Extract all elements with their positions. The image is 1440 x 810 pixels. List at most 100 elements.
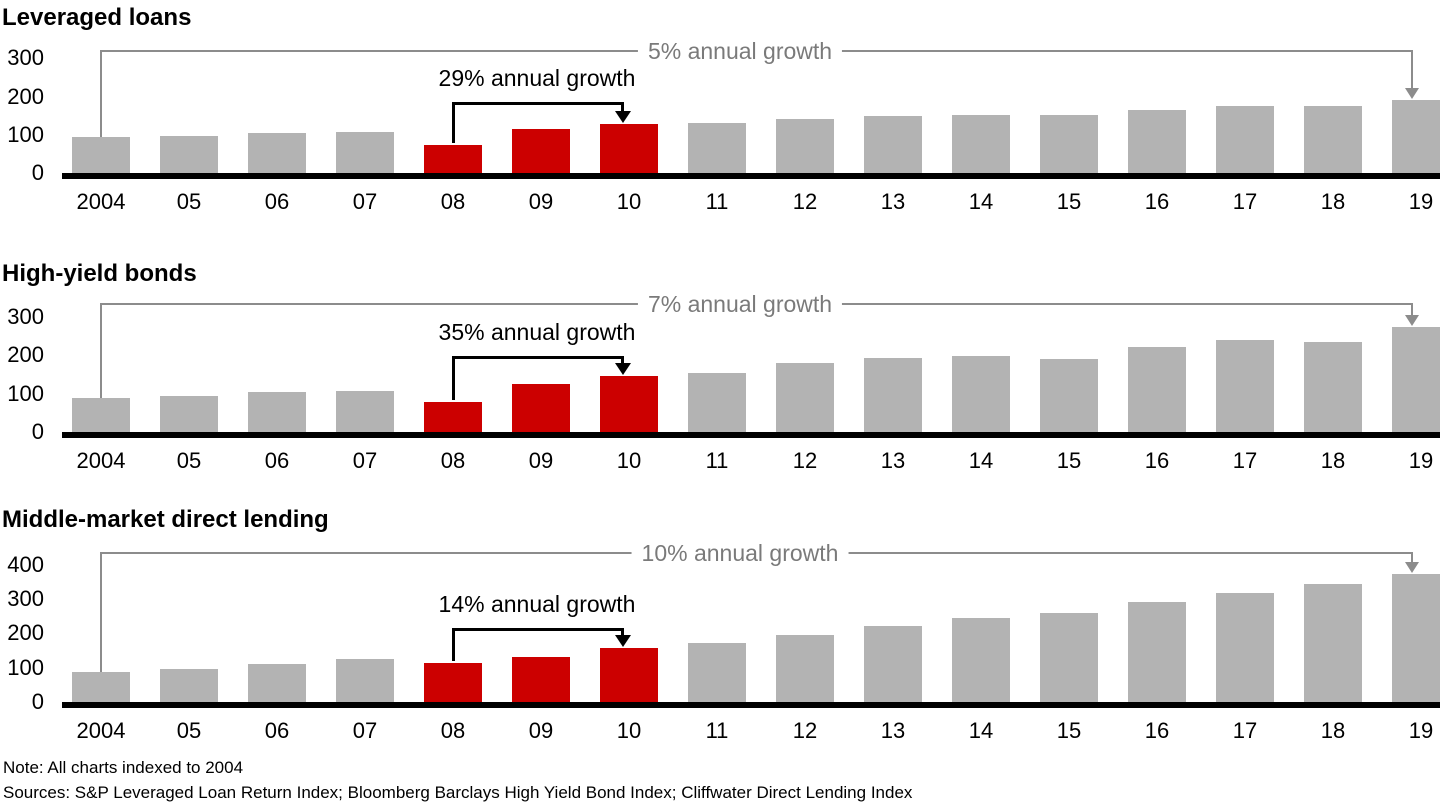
x-axis-tick-label: 19	[1408, 718, 1434, 743]
growth-annotation-arrow-line	[1411, 50, 1413, 89]
growth-annotation-arrow-line	[1411, 552, 1413, 564]
bar	[1040, 115, 1098, 173]
chart-title: Leveraged loans	[2, 4, 192, 31]
bar	[1128, 346, 1186, 432]
x-axis-line	[62, 432, 1440, 438]
bar	[864, 625, 922, 702]
bar	[952, 617, 1010, 702]
bar	[336, 659, 394, 702]
bar	[160, 135, 218, 173]
x-axis-tick-label: 2004	[76, 189, 126, 214]
highlight-growth-label: 35% annual growth	[438, 319, 636, 345]
x-axis-tick-label: 07	[352, 189, 378, 214]
overall-growth-label: 10% annual growth	[631, 539, 849, 567]
bar	[952, 356, 1010, 432]
bar-highlighted	[424, 402, 482, 432]
x-axis-tick-label: 05	[176, 448, 202, 473]
x-axis-tick-label: 05	[176, 718, 202, 743]
chart-middle-market-direct-lending: Middle-market direct lending 0 100 200 300 4…	[0, 495, 1440, 745]
growth-annotation-arrow-line	[1411, 303, 1413, 317]
x-axis-tick-label: 08	[440, 718, 466, 743]
x-axis-tick-label: 12	[792, 189, 818, 214]
y-axis-tick-label: 0	[31, 160, 44, 185]
chart-leveraged-loans: Leveraged loans 0 100 200 300 2004 05 06 07 08 09…	[0, 0, 1440, 255]
x-axis-tick-label: 11	[705, 189, 729, 214]
bar	[72, 397, 130, 432]
growth-annotation-riser-line	[100, 303, 102, 398]
x-axis-tick-label: 12	[792, 718, 818, 743]
y-axis-tick-label: 300	[7, 304, 44, 330]
chart-title: High-yield bonds	[2, 260, 197, 287]
y-axis-tick-label: 300	[7, 45, 44, 71]
y-axis-tick-label: 0	[31, 419, 44, 444]
bar-highlighted	[600, 375, 658, 432]
x-axis-tick-label: 14	[968, 718, 994, 743]
x-axis-tick-label: 08	[440, 448, 466, 473]
chart-title: Middle-market direct lending	[2, 506, 329, 533]
highlight-growth-label: 14% annual growth	[438, 591, 636, 617]
highlight-bracket-line	[452, 356, 624, 359]
x-axis-tick-label: 13	[880, 189, 906, 214]
x-axis-tick-label: 08	[440, 189, 466, 214]
highlight-bracket-left-leg	[452, 628, 455, 661]
x-axis-line	[62, 173, 1440, 179]
bar-highlighted	[600, 124, 658, 173]
x-axis-tick-label: 2004	[76, 718, 126, 743]
x-axis-tick-label: 18	[1320, 448, 1346, 473]
bar	[1392, 327, 1440, 432]
bar	[1216, 340, 1274, 432]
bar-highlighted	[512, 657, 570, 702]
bar	[248, 133, 306, 173]
x-axis-tick-label: 06	[264, 718, 290, 743]
x-axis-tick-label: 15	[1056, 448, 1082, 473]
bar	[1216, 106, 1274, 173]
bar-highlighted	[424, 145, 482, 173]
x-axis-tick-label: 13	[880, 718, 906, 743]
x-axis-tick-label: 16	[1144, 718, 1170, 743]
y-axis-tick-label: 100	[7, 121, 44, 147]
x-axis-tick-label: 19	[1408, 189, 1434, 214]
bar	[1128, 601, 1186, 702]
x-axis-tick-label: 14	[968, 448, 994, 473]
y-axis-tick-label: 200	[7, 620, 44, 646]
x-axis-tick-label: 10	[616, 189, 642, 214]
y-axis-tick-label: 100	[7, 380, 44, 406]
highlight-bracket-left-leg	[452, 102, 455, 144]
x-axis-tick-label: 11	[705, 718, 729, 743]
highlight-bracket-arrowhead-icon	[615, 362, 631, 375]
bar	[1304, 341, 1362, 432]
growth-annotation-riser-line	[100, 50, 102, 138]
highlight-bracket-arrow-line	[621, 102, 624, 113]
growth-annotation-riser-line	[100, 552, 102, 672]
bar	[776, 634, 834, 702]
x-axis-tick-label: 11	[705, 448, 729, 473]
bar	[72, 671, 130, 702]
x-axis-tick-label: 07	[352, 718, 378, 743]
bar	[1392, 574, 1440, 702]
x-axis-line	[62, 702, 1440, 708]
bar-highlighted	[424, 662, 482, 702]
x-axis-tick-label: 15	[1056, 718, 1082, 743]
highlight-bracket-arrowhead-icon	[615, 111, 631, 124]
bar	[1304, 105, 1362, 173]
bar	[1040, 613, 1098, 702]
bar	[336, 391, 394, 432]
chart-plot-area: 0 100 200 300 2004 05 06 07 08 09 10 11 12 13 14 15 16 17…	[0, 255, 1440, 495]
x-axis-tick-label: 09	[528, 448, 554, 473]
x-axis-tick-label: 17	[1232, 448, 1258, 473]
chart-high-yield-bonds: High-yield bonds 0 100 200 300 2004 05 06 07 08 0…	[0, 255, 1440, 495]
bar-highlighted	[600, 648, 658, 702]
y-axis-tick-label: 200	[7, 83, 44, 109]
y-axis-tick-label: 100	[7, 654, 44, 680]
x-axis-tick-label: 10	[616, 448, 642, 473]
y-axis-tick-label: 400	[7, 551, 44, 577]
bar	[864, 115, 922, 173]
x-axis-tick-label: 19	[1408, 448, 1434, 473]
y-axis-tick-label: 0	[31, 689, 44, 714]
bar	[1128, 109, 1186, 173]
chart-note: Note: All charts indexed to 2004	[3, 758, 244, 777]
x-axis-tick-label: 17	[1232, 718, 1258, 743]
highlight-growth-label: 29% annual growth	[438, 65, 636, 91]
bar	[1304, 583, 1362, 702]
